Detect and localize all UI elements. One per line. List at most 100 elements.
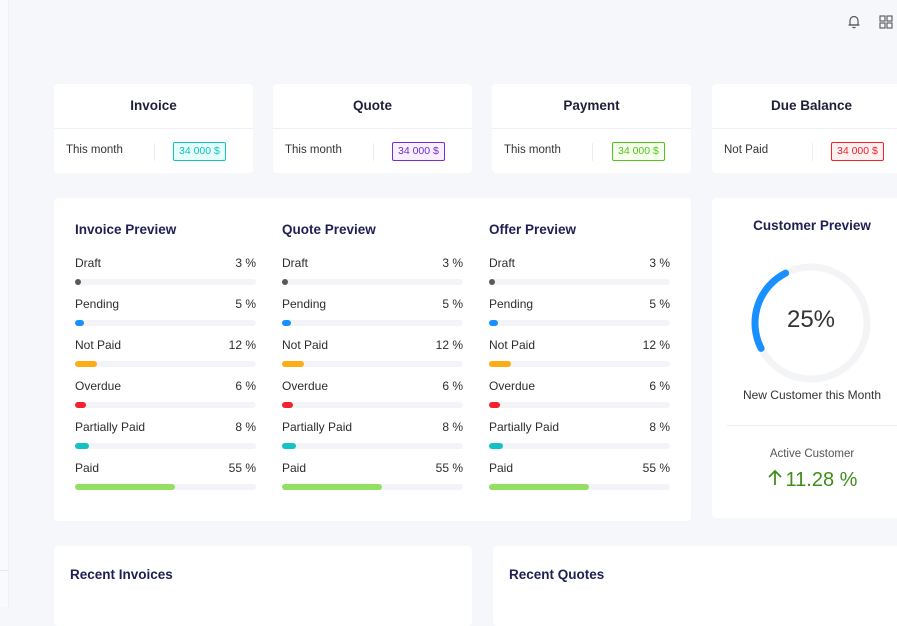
preview-title: Quote Preview — [282, 222, 376, 237]
progress-fill — [282, 279, 288, 285]
summary-value-badge: 34 000 $ — [612, 142, 665, 161]
progress-fill — [489, 402, 500, 408]
preview-row-percent: 3 % — [442, 256, 463, 270]
progress-fill — [489, 443, 504, 449]
preview-row-percent: 55 % — [228, 461, 256, 475]
preview-row: Draft 3 % — [489, 256, 670, 296]
progress-track — [489, 320, 670, 326]
preview-row-percent: 12 % — [228, 338, 256, 352]
progress-track — [489, 361, 670, 367]
progress-track — [282, 279, 463, 285]
preview-row: Draft 3 % — [75, 256, 256, 296]
preview-row-percent: 12 % — [435, 338, 463, 352]
progress-fill — [489, 484, 589, 490]
new-customer-label: New Customer this Month — [742, 388, 882, 402]
preview-row: Partially Paid 8 % — [282, 420, 463, 460]
customer-gauge-value: 25% — [786, 306, 836, 333]
preview-row: Pending 5 % — [489, 297, 670, 337]
progress-fill — [75, 320, 85, 326]
recent-invoices-title: Recent Invoices — [70, 567, 173, 582]
active-customer-percent: 11.28 % — [785, 469, 858, 491]
preview-row-percent: 6 % — [649, 379, 670, 393]
progress-fill — [282, 484, 382, 490]
preview-row-percent: 5 % — [235, 297, 256, 311]
preview-row-label: Partially Paid — [282, 420, 353, 434]
progress-track — [75, 443, 256, 449]
preview-row-percent: 3 % — [235, 256, 256, 270]
preview-row-percent: 6 % — [442, 379, 463, 393]
preview-row: Paid 55 % — [75, 461, 256, 501]
summary-title: Quote — [273, 84, 472, 129]
preview-row: Not Paid 12 % — [282, 338, 463, 378]
active-customer-label: Active Customer — [769, 448, 855, 460]
summary-value-badge: 34 000 $ — [392, 142, 445, 161]
customer-gauge-fill — [751, 269, 790, 352]
grid-icon[interactable] — [879, 14, 893, 29]
preview-row: Pending 5 % — [75, 297, 256, 337]
progress-fill — [282, 443, 297, 449]
summary-title: Due Balance — [712, 84, 897, 129]
preview-row: Not Paid 12 % — [489, 338, 670, 378]
summary-card-invoice: Invoice This month 34 000 $ — [54, 84, 253, 173]
preview-row: Overdue 6 % — [75, 379, 256, 419]
preview-row-percent: 8 % — [442, 420, 463, 434]
header-actions — [847, 14, 893, 29]
summary-label: This month — [504, 144, 561, 156]
preview-row-percent: 55 % — [435, 461, 463, 475]
progress-track — [282, 402, 463, 408]
preview-row-percent: 5 % — [442, 297, 463, 311]
preview-row: Partially Paid 8 % — [489, 420, 670, 460]
preview-row: Pending 5 % — [282, 297, 463, 337]
progress-fill — [282, 402, 293, 408]
preview-card: Invoice Preview Draft 3 % Pending 5 % Not Pa… — [54, 198, 691, 521]
progress-track — [282, 320, 463, 326]
progress-track — [489, 443, 670, 449]
progress-fill — [282, 320, 292, 326]
recent-quotes-card: Recent Quotes — [493, 546, 897, 626]
progress-track — [489, 402, 670, 408]
preview-row: Paid 55 % — [282, 461, 463, 501]
summary-value-badge: 34 000 $ — [173, 142, 226, 161]
progress-fill — [489, 279, 495, 285]
preview-row-percent: 12 % — [642, 338, 670, 352]
summary-card-payment: Payment This month 34 000 $ — [492, 84, 691, 173]
customer-preview-card: Customer Preview 25% New Customer this M… — [712, 198, 897, 518]
sidebar-edge — [0, 0, 9, 607]
preview-row: Overdue 6 % — [489, 379, 670, 419]
preview-row-label: Partially Paid — [489, 420, 560, 434]
progress-track — [489, 279, 670, 285]
progress-track — [75, 320, 256, 326]
preview-row-label: Paid — [489, 461, 514, 475]
progress-track — [75, 484, 256, 490]
preview-row-percent: 8 % — [649, 420, 670, 434]
preview-row-label: Overdue — [489, 379, 536, 393]
preview-row-label: Pending — [489, 297, 534, 311]
progress-fill — [75, 484, 175, 490]
preview-row-label: Not Paid — [75, 338, 122, 352]
summary-label: Not Paid — [724, 144, 769, 156]
preview-row-percent: 5 % — [649, 297, 670, 311]
customer-gauge — [751, 263, 871, 383]
progress-fill — [489, 320, 499, 326]
preview-row-label: Paid — [282, 461, 307, 475]
preview-title: Invoice Preview — [75, 222, 177, 237]
preview-row-label: Draft — [75, 256, 102, 270]
bell-icon[interactable] — [847, 14, 861, 29]
summary-title: Payment — [492, 84, 691, 129]
summary-card-quote: Quote This month 34 000 $ — [273, 84, 472, 173]
preview-row-percent: 55 % — [642, 461, 670, 475]
progress-fill — [75, 443, 90, 449]
progress-track — [75, 279, 256, 285]
preview-row-label: Draft — [282, 256, 309, 270]
preview-row: Overdue 6 % — [282, 379, 463, 419]
preview-row: Paid 55 % — [489, 461, 670, 501]
progress-track — [282, 484, 463, 490]
summary-card-due-balance: Due Balance Not Paid 34 000 $ — [712, 84, 897, 173]
progress-fill — [75, 279, 81, 285]
preview-row-percent: 3 % — [649, 256, 670, 270]
preview-row-label: Overdue — [282, 379, 329, 393]
summary-title: Invoice — [54, 84, 253, 129]
recent-invoices-card: Recent Invoices — [54, 546, 472, 626]
preview-row-label: Not Paid — [282, 338, 329, 352]
preview-row-label: Pending — [282, 297, 327, 311]
